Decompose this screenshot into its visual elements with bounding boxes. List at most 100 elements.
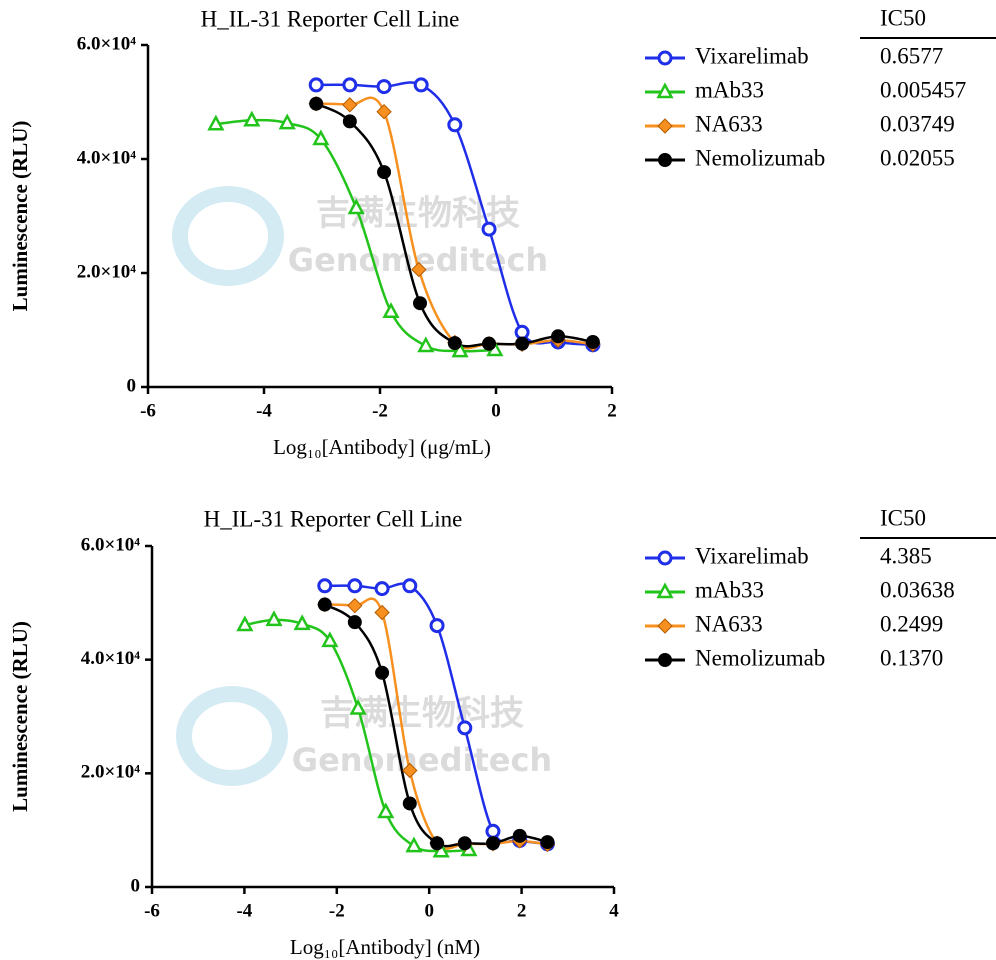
fit-curve <box>316 81 593 347</box>
marker <box>481 221 497 237</box>
watermark-text: Genomeditech <box>292 741 552 779</box>
x-tick-label: -4 <box>236 900 252 921</box>
fit-curve <box>215 118 495 353</box>
marker <box>429 618 445 634</box>
legend-ic50: 0.6577 <box>880 43 943 68</box>
marker <box>236 615 254 632</box>
legend-marker <box>658 653 672 667</box>
legend-label: Nemolizumab <box>695 645 825 670</box>
marker <box>347 597 363 614</box>
y-tick-label: 4.0×10⁴ <box>81 648 141 669</box>
marker <box>377 165 392 180</box>
marker <box>342 77 358 93</box>
marker <box>321 631 339 648</box>
x-axis-label: Log₁₀[Antibody] (μg/mL) <box>273 435 491 459</box>
marker <box>278 113 296 130</box>
legend-marker <box>657 550 673 566</box>
chart-title: H_IL-31 Reporter Cell Line <box>204 506 463 531</box>
marker <box>405 836 423 853</box>
marker <box>485 836 500 851</box>
x-tick-label: -6 <box>140 400 156 421</box>
marker <box>514 324 530 340</box>
marker <box>417 336 435 353</box>
marker <box>342 97 358 113</box>
marker <box>342 114 357 129</box>
legend-ic50: 0.1370 <box>880 645 943 670</box>
marker <box>347 578 363 594</box>
marker <box>376 103 392 120</box>
legend-ic50: 0.2499 <box>880 611 943 636</box>
marker <box>485 823 501 839</box>
x-tick-label: 4 <box>609 900 619 921</box>
marker <box>451 341 469 358</box>
marker <box>265 610 283 627</box>
marker <box>411 261 427 278</box>
legend-ic50: 0.005457 <box>880 77 966 102</box>
legend-header: IC50 <box>880 505 926 530</box>
marker <box>402 578 418 594</box>
legend-marker <box>656 582 674 599</box>
marker <box>347 615 362 630</box>
legend-marker <box>656 82 674 99</box>
x-axis-label: Log₁₀[Antibody] (nM) <box>290 935 480 959</box>
marker <box>447 336 462 351</box>
legend-header: IC50 <box>880 5 926 30</box>
y-tick-label: 4.0×10⁴ <box>77 147 137 168</box>
legend-label: Vixarelimab <box>695 543 809 568</box>
x-tick-label: -2 <box>372 400 388 421</box>
marker <box>413 77 429 93</box>
legend-label: Vixarelimab <box>695 43 809 68</box>
legend-label: NA633 <box>695 111 763 136</box>
y-tick-label: 6.0×10⁴ <box>81 534 141 555</box>
legend-marker <box>657 118 673 134</box>
marker <box>402 796 417 811</box>
marker <box>377 802 395 819</box>
marker <box>432 841 450 858</box>
y-tick-label: 2.0×10⁴ <box>77 261 137 282</box>
marker <box>317 597 332 612</box>
marker <box>349 698 367 715</box>
x-tick-label: -2 <box>329 900 345 921</box>
fit-curve <box>316 96 594 350</box>
marker <box>402 762 418 779</box>
x-tick-label: 0 <box>424 900 434 921</box>
chart-title: H_IL-31 Reporter Cell Line <box>201 6 460 31</box>
marker <box>309 96 324 111</box>
marker <box>376 79 392 95</box>
marker <box>375 665 390 680</box>
y-axis-label: Luminescence (RLU) <box>8 621 32 812</box>
marker <box>430 836 445 851</box>
marker <box>243 110 261 127</box>
marker <box>551 329 566 344</box>
marker <box>312 129 330 146</box>
x-tick-label: 2 <box>517 900 527 921</box>
legend-ic50: 0.02055 <box>880 145 955 170</box>
x-tick-label: 2 <box>607 400 617 421</box>
marker <box>413 296 428 311</box>
x-tick-label: -4 <box>256 400 272 421</box>
marker <box>382 302 400 319</box>
marker <box>457 836 472 851</box>
marker <box>515 336 530 351</box>
y-tick-label: 0 <box>127 375 137 396</box>
marker <box>512 828 527 843</box>
legend-ic50: 0.03749 <box>880 111 955 136</box>
marker <box>347 198 365 215</box>
legend-marker <box>657 50 673 66</box>
y-tick-label: 6.0×10⁴ <box>77 33 137 54</box>
legend-ic50: 4.385 <box>880 543 932 568</box>
legend-label: mAb33 <box>695 577 764 602</box>
marker <box>207 114 225 131</box>
marker <box>374 604 390 621</box>
marker <box>317 578 333 594</box>
legend-label: mAb33 <box>695 77 764 102</box>
y-tick-label: 0 <box>131 875 141 896</box>
legend-marker <box>658 153 672 167</box>
marker <box>374 581 390 597</box>
y-axis-label: Luminescence (RLU) <box>8 121 32 312</box>
marker <box>585 334 600 349</box>
fit-curve <box>324 597 548 851</box>
legend-ic50: 0.03638 <box>880 577 955 602</box>
marker <box>457 720 473 736</box>
marker <box>540 835 555 850</box>
